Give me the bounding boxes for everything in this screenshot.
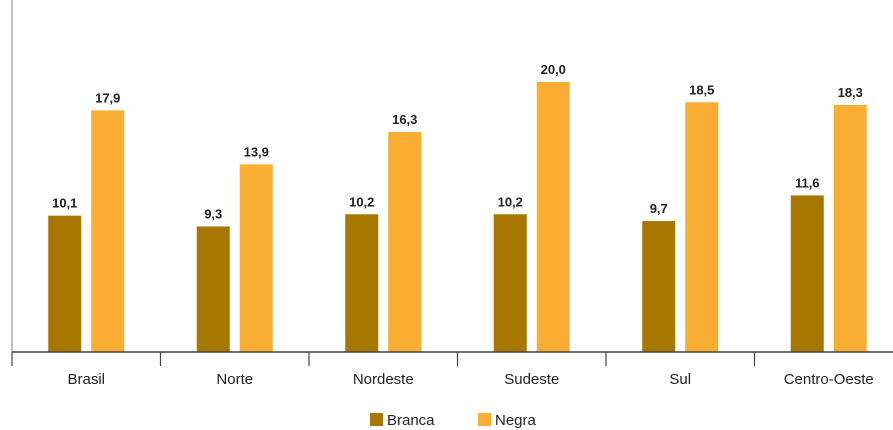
bar-branca-norte [196, 226, 230, 352]
bar-negra-sul [685, 102, 719, 352]
category-labels-group: Brasil Norte Nordeste Sudeste Sul Centro-Oest… [67, 371, 873, 388]
bar-negra-nordeste [388, 131, 422, 352]
bar-branca-centro-oeste [790, 195, 824, 352]
bar-negra-norte [239, 164, 273, 352]
value-label: 11,6 [795, 175, 820, 190]
category-label: Sul [669, 371, 691, 388]
category-label: Centro-Oeste [784, 371, 874, 388]
category-label: Norte [216, 371, 253, 388]
category-label: Nordeste [353, 371, 414, 388]
category-label: Brasil [67, 371, 105, 388]
value-label: 18,3 [838, 85, 863, 100]
legend-label: Branca [387, 412, 435, 429]
bar-branca-brasil [48, 215, 82, 352]
bars-group [48, 82, 867, 352]
value-label: 18,5 [689, 82, 714, 97]
value-label: 20,0 [541, 62, 566, 77]
category-label: Sudeste [504, 371, 559, 388]
value-label: 9,7 [650, 201, 668, 216]
x-axis-ticks [11, 352, 756, 366]
value-label: 9,3 [204, 206, 222, 221]
legend-swatch-branca [370, 413, 383, 426]
bar-branca-sul [642, 221, 676, 352]
value-labels-group: 10,1 17,9 9,3 13,9 10,2 16,3 10,2 20,0 9,7 18,5 11… [52, 62, 863, 221]
legend: Branca Negra [370, 412, 537, 429]
bar-negra-sudeste [536, 82, 570, 352]
value-label: 10,1 [52, 196, 77, 211]
bar-branca-sudeste [493, 214, 527, 352]
value-label: 16,3 [392, 112, 417, 127]
value-label: 10,2 [498, 194, 523, 209]
legend-label: Negra [495, 412, 537, 429]
value-label: 13,9 [244, 144, 269, 159]
value-label: 10,2 [349, 194, 374, 209]
bar-negra-brasil [91, 110, 125, 352]
bar-branca-nordeste [345, 214, 379, 352]
bar-negra-centro-oeste [833, 104, 867, 352]
value-label: 17,9 [95, 90, 120, 105]
legend-swatch-negra [478, 413, 491, 426]
